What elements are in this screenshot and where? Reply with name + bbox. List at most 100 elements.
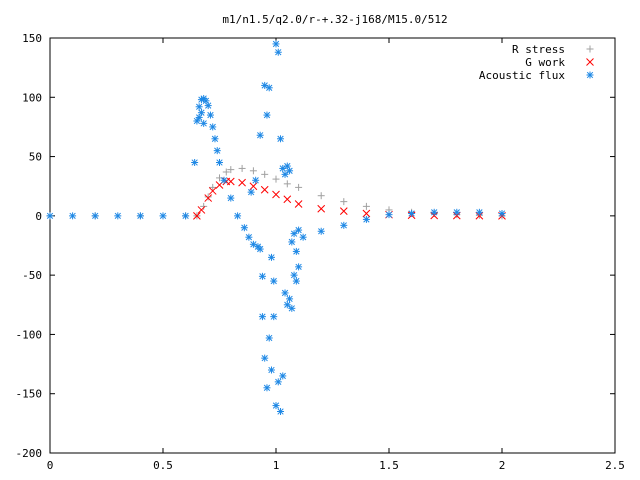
y-tick-label: -200 xyxy=(16,447,43,460)
data-point xyxy=(69,212,77,220)
data-point xyxy=(294,200,303,208)
data-point xyxy=(272,190,280,199)
data-point xyxy=(191,159,199,166)
data-point xyxy=(240,224,248,232)
data-point xyxy=(362,209,371,218)
data-point xyxy=(200,202,208,210)
data-point xyxy=(204,193,212,201)
data-point xyxy=(290,271,298,279)
data-point xyxy=(286,167,294,175)
data-point xyxy=(222,168,230,176)
data-point xyxy=(362,202,370,210)
data-point xyxy=(283,195,292,204)
data-point xyxy=(263,111,271,119)
data-point xyxy=(252,176,260,184)
legend-label: G work xyxy=(525,56,565,69)
data-point xyxy=(159,212,167,220)
data-point xyxy=(208,187,217,195)
data-point xyxy=(340,198,348,206)
data-point xyxy=(263,384,271,392)
data-point xyxy=(292,247,300,255)
data-point xyxy=(204,194,213,202)
data-point xyxy=(283,301,291,309)
data-point xyxy=(430,208,438,216)
data-point xyxy=(261,354,269,362)
data-point xyxy=(299,233,307,241)
data-point xyxy=(227,166,235,174)
y-tick-label: -50 xyxy=(22,269,42,282)
data-point xyxy=(204,102,212,110)
legend-marker xyxy=(586,58,594,66)
x-tick-label: 1.5 xyxy=(379,459,399,472)
data-point xyxy=(195,103,203,111)
y-tick-label: 100 xyxy=(22,91,42,104)
data-point xyxy=(249,167,257,175)
data-point xyxy=(270,313,278,321)
data-point xyxy=(339,207,348,215)
data-point xyxy=(260,185,269,194)
axis-ticks: 0 0.5 1 1.5 2 2.5 150 100 50 0 -50 -100 -150 -200 xyxy=(16,32,625,472)
data-point xyxy=(209,123,217,131)
data-point xyxy=(211,135,219,143)
data-point xyxy=(453,208,461,216)
data-point xyxy=(408,209,416,217)
data-point xyxy=(249,182,258,191)
data-point xyxy=(295,226,303,234)
data-point xyxy=(226,177,235,186)
data-point xyxy=(272,175,280,183)
data-point xyxy=(288,304,296,312)
data-points xyxy=(46,40,506,415)
data-point xyxy=(227,194,235,202)
data-point xyxy=(277,408,285,415)
data-point xyxy=(193,212,201,220)
legend-label: R stress xyxy=(512,43,565,56)
data-point xyxy=(238,164,246,172)
data-point xyxy=(292,277,300,285)
data-point xyxy=(200,119,208,127)
chart-title: m1/n1.5/q2.0/r-+.32-j168/M15.0/512 xyxy=(222,13,447,26)
data-point xyxy=(213,147,221,155)
data-point xyxy=(91,212,99,220)
plot-frame xyxy=(49,37,616,454)
data-point xyxy=(272,40,280,48)
data-point xyxy=(295,183,303,191)
data-point xyxy=(206,111,214,119)
x-tick-label: 0.5 xyxy=(153,459,173,472)
data-point xyxy=(317,192,325,200)
data-point xyxy=(295,263,303,271)
data-point xyxy=(182,212,190,220)
data-point xyxy=(267,253,275,261)
data-point xyxy=(247,188,255,196)
data-point xyxy=(317,204,326,213)
data-point xyxy=(340,221,348,229)
data-point xyxy=(270,277,278,285)
data-point xyxy=(279,372,287,380)
x-tick-label: 2.5 xyxy=(605,459,625,472)
data-point xyxy=(114,212,122,220)
data-point xyxy=(261,170,269,178)
data-point xyxy=(274,378,282,386)
legend-marker xyxy=(586,71,594,79)
data-point xyxy=(220,176,228,184)
data-point xyxy=(245,233,253,241)
data-point xyxy=(234,212,242,220)
data-point xyxy=(265,334,273,342)
data-point xyxy=(385,211,393,219)
y-tick-label: -100 xyxy=(16,328,43,341)
data-point xyxy=(272,402,280,410)
data-point xyxy=(256,131,264,139)
legend-label: Acoustic flux xyxy=(479,69,565,82)
data-point xyxy=(286,295,294,303)
data-point xyxy=(46,212,54,220)
y-tick-label: 50 xyxy=(29,151,42,164)
data-point xyxy=(197,206,206,214)
data-point xyxy=(498,209,506,217)
data-point xyxy=(258,272,266,280)
x-tick-label: 1 xyxy=(273,459,280,472)
data-point xyxy=(283,180,291,188)
data-point xyxy=(209,183,217,191)
data-point xyxy=(256,245,264,253)
y-tick-label: 0 xyxy=(35,210,42,223)
data-point xyxy=(317,227,325,235)
